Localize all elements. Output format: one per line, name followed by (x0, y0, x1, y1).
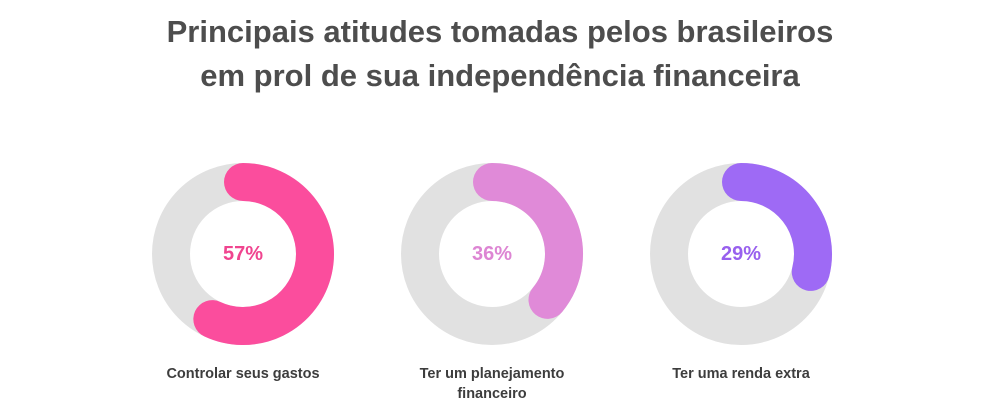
donut-svg: 29% (650, 163, 832, 345)
donut-charts: 57% Controlar seus gastos 36% Ter um pla… (0, 160, 1000, 410)
donut-value-label: 57% (223, 243, 263, 265)
donut-value-label: 36% (472, 243, 512, 265)
category-label-line-1: Ter uma renda extra (672, 366, 810, 382)
donut-value-arc (193, 163, 334, 345)
category-label: Controlar seus gastos (123, 364, 363, 384)
donut-value-arc (722, 163, 832, 291)
donut-svg: 36% (401, 163, 583, 345)
donut-chart-controlar-gastos: 57% Controlar seus gastos (143, 160, 343, 400)
chart-title-line-1: Principais atitudes tomadas pelos brasil… (166, 14, 834, 49)
category-label-line-1: Ter um planejamento (419, 366, 565, 382)
donut-value-arc (473, 163, 583, 319)
category-label-line-2: financeiro (457, 386, 527, 402)
donut-value-label: 29% (721, 243, 761, 265)
category-label-line-1: Controlar seus gastos (166, 366, 320, 382)
category-label: Ter um planejamento financeiro (372, 364, 612, 404)
chart-title: Principais atitudes tomadas pelos brasil… (0, 10, 1000, 98)
chart-title-line-2: em prol de sua independência financeira (200, 58, 800, 93)
donut-chart-renda-extra: 29% Ter uma renda extra (641, 160, 841, 400)
donut-chart-planejamento-financeiro: 36% Ter um planejamento financeiro (392, 160, 592, 402)
category-label: Ter uma renda extra (621, 364, 861, 384)
donut-svg: 57% (152, 163, 334, 345)
